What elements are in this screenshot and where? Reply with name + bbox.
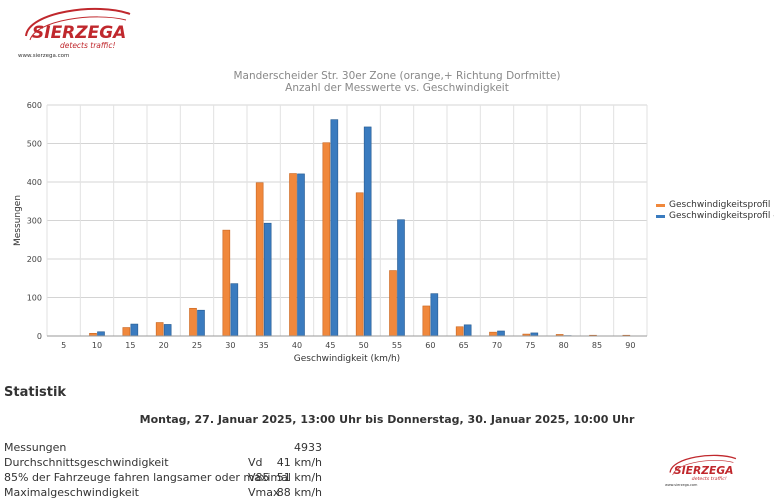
bar-plus-25 <box>189 307 197 337</box>
y-tick-label: 100 <box>27 294 42 303</box>
bar-minus-30 <box>230 283 239 337</box>
bar-plus-60 <box>422 305 431 337</box>
x-tick-label: 55 <box>392 341 402 350</box>
stat-label: 85% der Fahrzeuge fahren langsamer oder … <box>4 471 291 484</box>
stat-value: 4933 <box>294 441 322 454</box>
x-tick-label: 35 <box>259 341 269 350</box>
chart-title: Manderscheider Str. 30er Zone (orange,+ … <box>233 70 560 94</box>
chart-axes: 0 100 200 300 400 500 600 5 10 15 20 25 30 35 40 45 50 55… <box>13 101 647 364</box>
measurement-period: Montag, 27. Januar 2025, 13:00 Uhr bis D… <box>139 413 635 426</box>
stat-row-max: Maximalgeschwindigkeit Vmax 88 km/h <box>4 486 404 501</box>
bar-minus-60 <box>430 293 439 337</box>
bar-minus-70 <box>497 330 505 337</box>
statistics-heading: Statistik <box>4 385 67 400</box>
statistics-table: Messungen 4933 Durchschnittsgeschwindigk… <box>4 441 404 501</box>
chart-grid <box>46 104 648 337</box>
bar-plus-20 <box>155 322 164 337</box>
bar-minus-50 <box>363 126 372 337</box>
stat-value: 41 km/h <box>276 456 322 469</box>
x-tick-label: 30 <box>225 341 235 350</box>
chart-bars <box>89 119 631 337</box>
x-axis-label: Geschwindigkeit (km/h) <box>294 354 400 364</box>
stat-row-count: Messungen 4933 <box>4 441 404 456</box>
y-tick-label: 300 <box>27 217 42 226</box>
svg-text:www.sierzega.com: www.sierzega.com <box>18 53 69 59</box>
stat-symbol: Vmax <box>248 486 280 499</box>
x-tick-label: 60 <box>425 341 435 350</box>
x-tick-label: 75 <box>525 341 535 350</box>
x-tick-label: 10 <box>92 341 102 350</box>
bar-plus-65 <box>455 326 464 337</box>
svg-text:SIERZEGA: SIERZEGA <box>674 464 734 477</box>
bar-minus-10 <box>97 331 105 337</box>
legend-label: Geschwindigkeitsprofil - <box>669 211 774 221</box>
speed-histogram-chart: Manderscheider Str. 30er Zone (orange,+ … <box>13 70 774 364</box>
bar-minus-55 <box>397 219 405 337</box>
x-tick-label: 85 <box>592 341 602 350</box>
x-tick-label: 45 <box>325 341 335 350</box>
y-tick-label: 600 <box>27 101 42 110</box>
y-tick-label: 0 <box>37 332 42 341</box>
y-tick-label: 200 <box>27 255 42 264</box>
x-tick-label: 90 <box>625 341 635 350</box>
bar-plus-50 <box>355 192 364 337</box>
y-tick-label: 400 <box>27 178 42 187</box>
svg-text:detects traffic!: detects traffic! <box>60 41 116 50</box>
x-tick-label: 80 <box>559 341 569 350</box>
bar-plus-55 <box>389 270 397 337</box>
bar-minus-35 <box>263 222 272 337</box>
stat-value: 51 km/h <box>276 471 322 484</box>
bar-minus-25 <box>197 309 205 337</box>
legend-swatch <box>656 204 665 207</box>
legend-swatch <box>656 215 665 218</box>
sierzega-logo-small: SIERZEGA detects traffic! www.sierzega.c… <box>665 454 737 487</box>
stat-label: Maximalgeschwindigkeit <box>4 486 139 499</box>
chart-title-line: Manderscheider Str. 30er Zone (orange,+ … <box>233 70 560 82</box>
stat-row-average: Durchschnittsgeschwindigkeit Vd 41 km/h <box>4 456 404 471</box>
svg-text:detects traffic!: detects traffic! <box>692 476 727 482</box>
x-tick-label: 70 <box>492 341 502 350</box>
bar-plus-15 <box>122 327 131 337</box>
stat-label: Messungen <box>4 441 67 454</box>
stat-symbol: Vd <box>248 456 263 469</box>
x-tick-label: 40 <box>292 341 302 350</box>
x-tick-label: 50 <box>359 341 369 350</box>
y-tick-label: 500 <box>27 140 42 149</box>
x-tick-label: 20 <box>159 341 169 350</box>
x-tick-label: 65 <box>459 341 469 350</box>
x-tick-label: 25 <box>192 341 202 350</box>
bar-plus-30 <box>222 229 231 337</box>
bar-minus-65 <box>463 324 472 337</box>
svg-text:www.sierzega.com: www.sierzega.com <box>665 483 698 487</box>
chart-title-line: Anzahl der Messwerte vs. Geschwindigkeit <box>285 82 509 94</box>
stat-row-v85: 85% der Fahrzeuge fahren langsamer oder … <box>4 471 404 486</box>
bar-minus-45 <box>330 119 339 337</box>
bar-plus-45 <box>322 142 331 337</box>
bar-minus-20 <box>163 324 172 337</box>
sierzega-logo: SIERZEGA detects traffic! www.sierzega.c… <box>18 8 131 59</box>
bar-plus-40 <box>289 173 297 337</box>
stat-label: Durchschnittsgeschwindigkeit <box>4 456 169 469</box>
stat-value: 88 km/h <box>276 486 322 499</box>
svg-text:SIERZEGA: SIERZEGA <box>32 23 126 43</box>
bar-minus-40 <box>297 173 305 337</box>
legend-label: Geschwindigkeitsprofil + <box>669 200 774 210</box>
chart-legend: Geschwindigkeitsprofil +Geschwindigkeits… <box>656 200 774 221</box>
y-axis-label: Messungen <box>13 195 23 246</box>
x-tick-label: 5 <box>61 341 66 350</box>
x-tick-label: 15 <box>125 341 135 350</box>
bar-minus-15 <box>130 323 139 337</box>
bar-plus-35 <box>255 182 264 337</box>
bar-plus-70 <box>489 331 497 337</box>
stat-symbol: V85 <box>248 471 270 484</box>
